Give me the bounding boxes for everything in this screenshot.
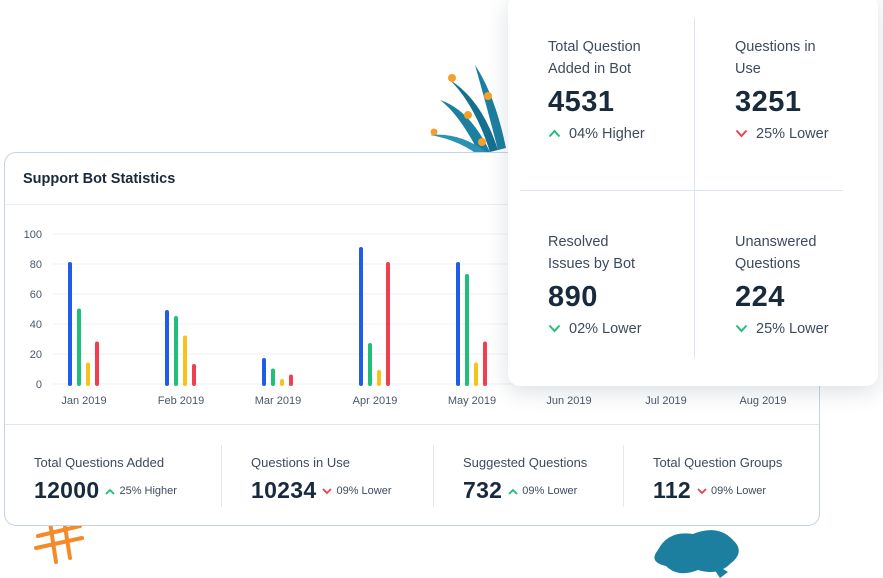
metric-label-line: Unanswered (735, 234, 817, 250)
metric-label: Total Question Added in Bot (548, 36, 698, 80)
metric-label: Resolved Issues by Bot (548, 231, 698, 275)
y-tick-label: 60 (30, 289, 42, 301)
summary-trend: 09% Lower (522, 484, 578, 497)
x-tick-label: Mar 2019 (255, 395, 301, 407)
metrics-divider-vertical (694, 18, 695, 358)
x-tick-label: Aug 2019 (739, 395, 786, 407)
metric-label: Unanswered Questions (735, 231, 883, 275)
metric-resolved-issues: Resolved Issues by Bot 890 02% Lower (548, 231, 698, 338)
summary-trend: 09% Lower (711, 484, 767, 497)
metric-trend: 25% Lower (756, 126, 829, 142)
y-tick-label: 40 (30, 319, 42, 331)
x-tick-label: Apr 2019 (353, 395, 398, 407)
arrow-up-icon (105, 482, 116, 500)
arrow-down-icon (735, 125, 748, 143)
metric-value: 3251 (735, 86, 802, 118)
summary-trend: 09% Lower (336, 484, 392, 497)
summary-row: Total Questions Added 12000 25% Higher Q… (5, 425, 819, 525)
paint-splash (654, 530, 739, 578)
x-tick-label: Jun 2019 (546, 395, 591, 407)
metric-trend: 04% Higher (569, 126, 645, 142)
metric-label-line: Resolved (548, 234, 609, 250)
summary-value: 112 (653, 477, 692, 503)
metric-label-line: Issues by Bot (548, 256, 636, 272)
y-tick-label: 100 (24, 229, 42, 241)
bot-metrics-card: Total Question Added in Bot 4531 04% Hig… (508, 0, 878, 386)
arrow-down-icon (322, 482, 333, 500)
summary-label: Suggested Questions (463, 455, 588, 470)
y-tick-label: 20 (30, 349, 42, 361)
arrow-down-icon (548, 320, 561, 338)
x-tick-label: Jan 2019 (61, 395, 106, 407)
summary-value: 12000 (34, 477, 100, 503)
x-tick-label: May 2019 (448, 395, 496, 407)
arrow-up-icon (508, 482, 518, 500)
x-tick-label: Feb 2019 (158, 395, 204, 407)
summary-label: Total Questions Added (34, 455, 165, 470)
metric-trend: 25% Lower (756, 321, 829, 337)
bar-chart: 0 20 40 60 80 100 Jan 2019 Feb 2019 Mar 2019 Apr … (24, 229, 821, 407)
summary-divider (5, 424, 819, 425)
title-divider (5, 204, 819, 205)
metric-label-line: Total Question (548, 39, 641, 55)
y-tick-label: 0 (36, 379, 42, 391)
plant-illustration (430, 65, 506, 158)
summary-trend: 25% Higher (119, 484, 177, 497)
metric-total-question-added: Total Question Added in Bot 4531 04% Hig… (548, 36, 698, 143)
metric-value: 4531 (548, 86, 615, 118)
arrow-down-icon (735, 320, 748, 338)
summary-value: 732 (463, 477, 503, 503)
x-tick-label: Jul 2019 (645, 395, 687, 407)
summary-label: Questions in Use (251, 455, 350, 470)
metric-value: 890 (548, 281, 598, 313)
metric-label-line: Use (735, 61, 761, 77)
summary-separator (433, 445, 434, 507)
summary-separator (221, 445, 222, 507)
card-title: Support Bot Statistics (23, 171, 176, 187)
metric-label-line: Questions (735, 256, 801, 272)
arrow-down-icon (697, 482, 707, 500)
hash-doodle (34, 518, 84, 564)
metric-label-line: Questions in (735, 39, 816, 55)
arrow-up-icon (548, 125, 561, 143)
summary-separator (623, 445, 624, 507)
metric-label-line: Added in Bot (548, 61, 632, 77)
metric-unanswered-questions: Unanswered Questions 224 25% Lower (735, 231, 883, 338)
summary-label: Total Question Groups (653, 455, 783, 470)
metric-trend: 02% Lower (569, 321, 642, 337)
metric-questions-in-use: Questions in Use 3251 25% Lower (735, 36, 883, 143)
metric-value: 224 (735, 281, 785, 313)
metric-label: Questions in Use (735, 36, 883, 80)
summary-value: 10234 (251, 477, 317, 503)
y-tick-label: 80 (30, 259, 42, 271)
metrics-divider-horizontal (520, 190, 843, 191)
